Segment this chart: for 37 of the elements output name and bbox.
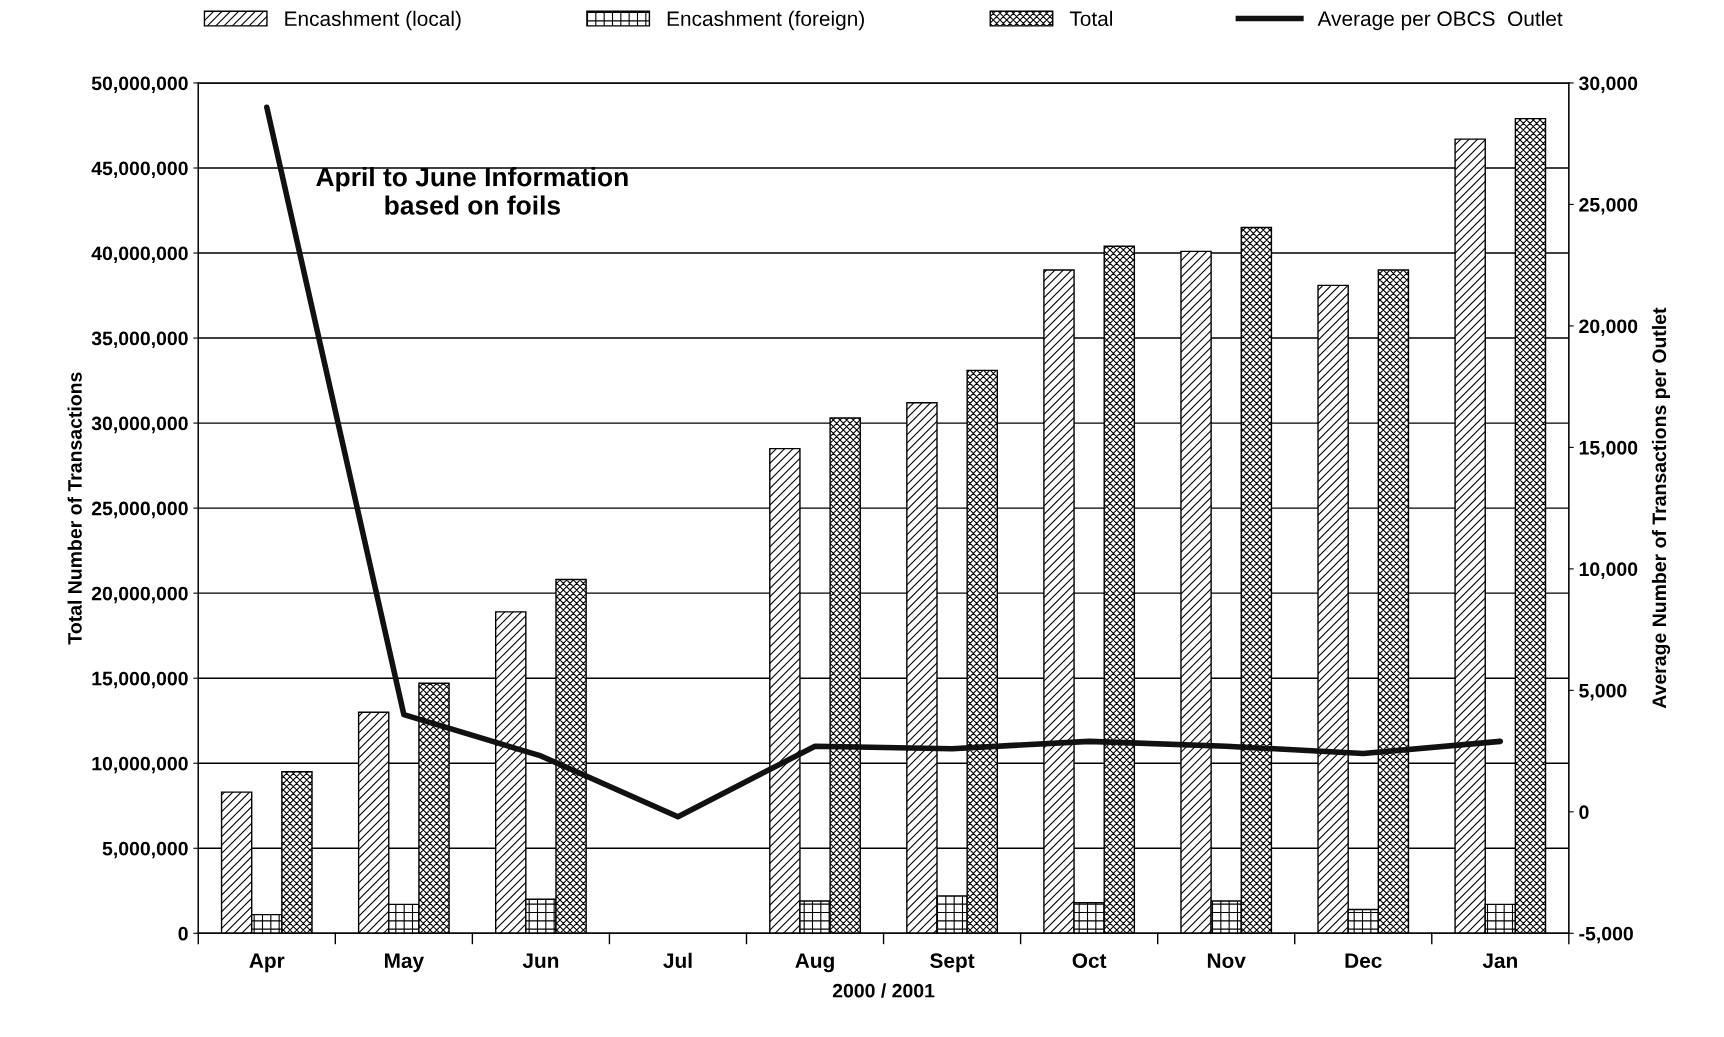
- y-tick-label: 25,000,000: [91, 501, 188, 519]
- y-tick-label: 45,000,000: [91, 161, 188, 179]
- x-tick-label: Jun: [522, 953, 559, 969]
- y-tick-label: 0: [178, 926, 188, 941]
- y-axis-title: Total Number of Transactions: [67, 372, 82, 645]
- y2-tick-label: 15,000: [1579, 440, 1638, 458]
- y2-tick-label: -5,000: [1579, 926, 1633, 944]
- y2-axis-title: Average Number of Transactions per Outlet: [1651, 307, 1671, 709]
- y-tick-label: 10,000,000: [92, 756, 188, 774]
- y2-tick-label: 30,000: [1579, 76, 1638, 94]
- legend-label: Encashment (foreign): [667, 10, 864, 31]
- x-axis-title: 2000 / 2001: [832, 983, 935, 998]
- annotation: April to June Information based on foils: [316, 166, 628, 215]
- y-tick-label: 15,000,000: [92, 671, 188, 689]
- y-tick-label: 40,000,000: [91, 246, 188, 264]
- legend-label: Total: [1069, 10, 1112, 27]
- y2-tick-label: 5,000: [1579, 683, 1627, 701]
- y-tick-label: 30,000,000: [91, 416, 188, 434]
- x-tick-label: May: [384, 953, 424, 973]
- legend-label: Average per OBCS Outlet: [1317, 10, 1563, 31]
- y-tick-label: 35,000,000: [91, 331, 188, 349]
- x-tick-label: Dec: [1345, 953, 1382, 969]
- y2-tick-label: 20,000: [1579, 319, 1638, 336]
- y-tick-label: 20,000,000: [91, 586, 188, 604]
- x-tick-label: Oct: [1072, 953, 1107, 969]
- x-tick-label: Jan: [1482, 953, 1517, 969]
- y2-tick-label: 10,000: [1579, 562, 1638, 579]
- legend-label: Encashment (local): [285, 10, 461, 31]
- x-tick-label: Jul: [663, 952, 692, 969]
- x-tick-label: Aug: [795, 953, 834, 973]
- y2-tick-label: 25,000: [1579, 197, 1638, 215]
- y2-tick-label: 0: [1579, 805, 1589, 820]
- y-tick-label: 50,000,000: [91, 76, 188, 94]
- x-tick-label: Sept: [930, 953, 975, 973]
- x-tick-label: Nov: [1207, 953, 1246, 969]
- x-tick-label: Apr: [249, 953, 285, 973]
- y-tick-label: 5,000,000: [102, 841, 188, 859]
